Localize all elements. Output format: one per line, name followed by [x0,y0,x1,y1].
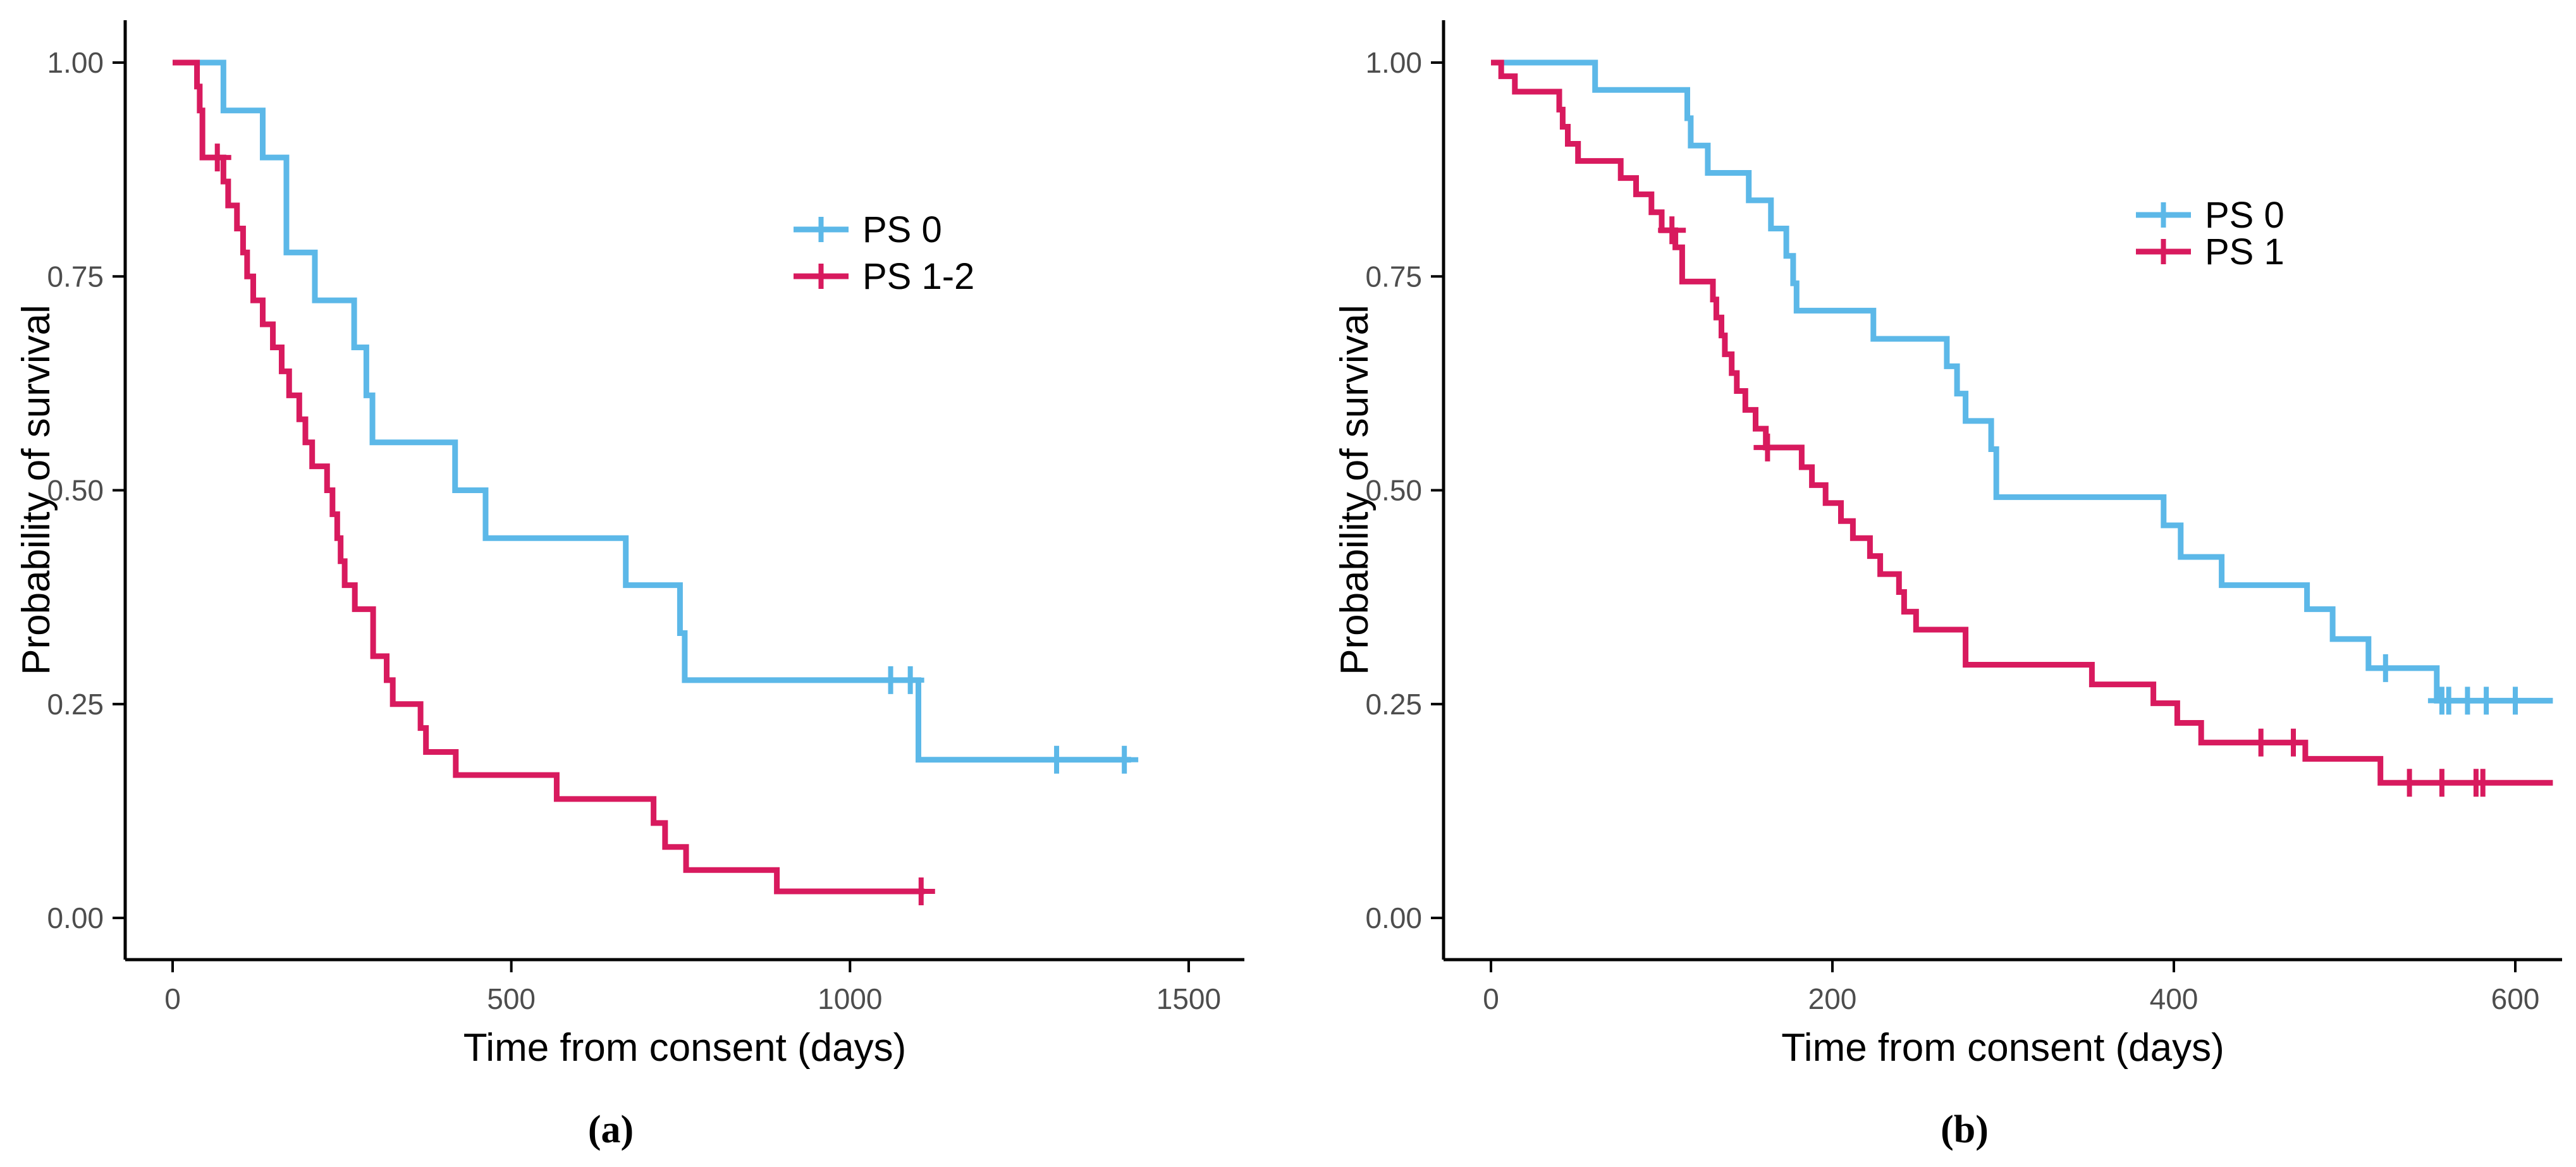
km-curve-a-ps-1-2 [173,59,925,895]
caption-a: (a) [587,1108,634,1151]
censor-mark-b [2501,687,2529,715]
x-tick-label-b: 200 [1808,982,1857,1015]
legend-label: PS 1 [2205,231,2285,272]
legend-label: PS 1-2 [862,256,974,297]
km-curve-b-ps-0 [1491,59,2553,704]
censor-mark-b [1753,433,1782,461]
x-axis-title-a: Time from consent (days) [463,1026,907,1070]
censor-mark-a [203,144,231,172]
y-tick-label-a: 0.50 [47,474,104,507]
legend-label: PS 0 [862,209,942,250]
legend-item-a-2: PS 1-2 [794,256,974,297]
y-axis-title-a: Probability of survival [15,305,58,675]
y-tick-label-a: 0.25 [47,688,104,721]
caption-b: (b) [1941,1108,1989,1151]
censor-mark-b [2469,769,2497,797]
y-tick-label-b: 0.75 [1365,260,1422,293]
y-tick-label-b: 0.50 [1365,474,1422,507]
y-tick-label-b: 0.00 [1365,901,1422,934]
censor-mark-b [1658,216,1686,245]
legend-item-a-1: PS 0 [794,209,942,250]
censor-mark-a [1110,745,1139,774]
km-curve-b-ps-1 [1491,59,2553,786]
panel-a: 0 500 1000 1500 0.00 0.25 0.50 0.75 1.00 Time fro… [15,20,1244,1070]
x-tick-label-a: 0 [164,982,181,1015]
censor-mark-b [2472,687,2501,715]
x-axis-title-b: Time from consent (days) [1781,1026,2224,1070]
censor-mark-b [2279,728,2307,757]
y-tick-label-b: 0.25 [1365,688,1422,721]
legend-item-b-2: PS 1 [2136,231,2285,272]
legend-label: PS 0 [2205,195,2285,236]
y-tick-label-a: 0.75 [47,260,104,293]
legend-item-b-1: PS 0 [2136,195,2285,236]
censor-mark-b [2427,769,2456,797]
panel-b: 0 200 400 600 0.00 0.25 0.50 0.75 1.00 Time from … [1333,20,2562,1070]
censor-mark-b [2247,728,2275,757]
y-axis-title-b: Probability of survival [1333,305,1377,675]
x-tick-label-a: 1000 [818,982,882,1015]
x-tick-label-b: 0 [1483,982,1499,1015]
censor-mark-b [2395,769,2424,797]
x-tick-label-a: 500 [487,982,536,1015]
censor-mark-a [1043,745,1071,774]
censor-mark-b [2371,654,2400,682]
x-tick-label-a: 1500 [1156,982,1221,1015]
x-tick-label-b: 400 [2150,982,2199,1015]
y-tick-label-b: 1.00 [1365,46,1422,79]
y-tick-label-a: 0.00 [47,901,104,934]
censor-mark-a [896,666,924,694]
x-tick-label-b: 600 [2491,982,2540,1015]
km-curve-a-ps-0 [173,59,1131,763]
censor-mark-a [907,877,935,906]
y-tick-label-a: 1.00 [47,46,104,79]
